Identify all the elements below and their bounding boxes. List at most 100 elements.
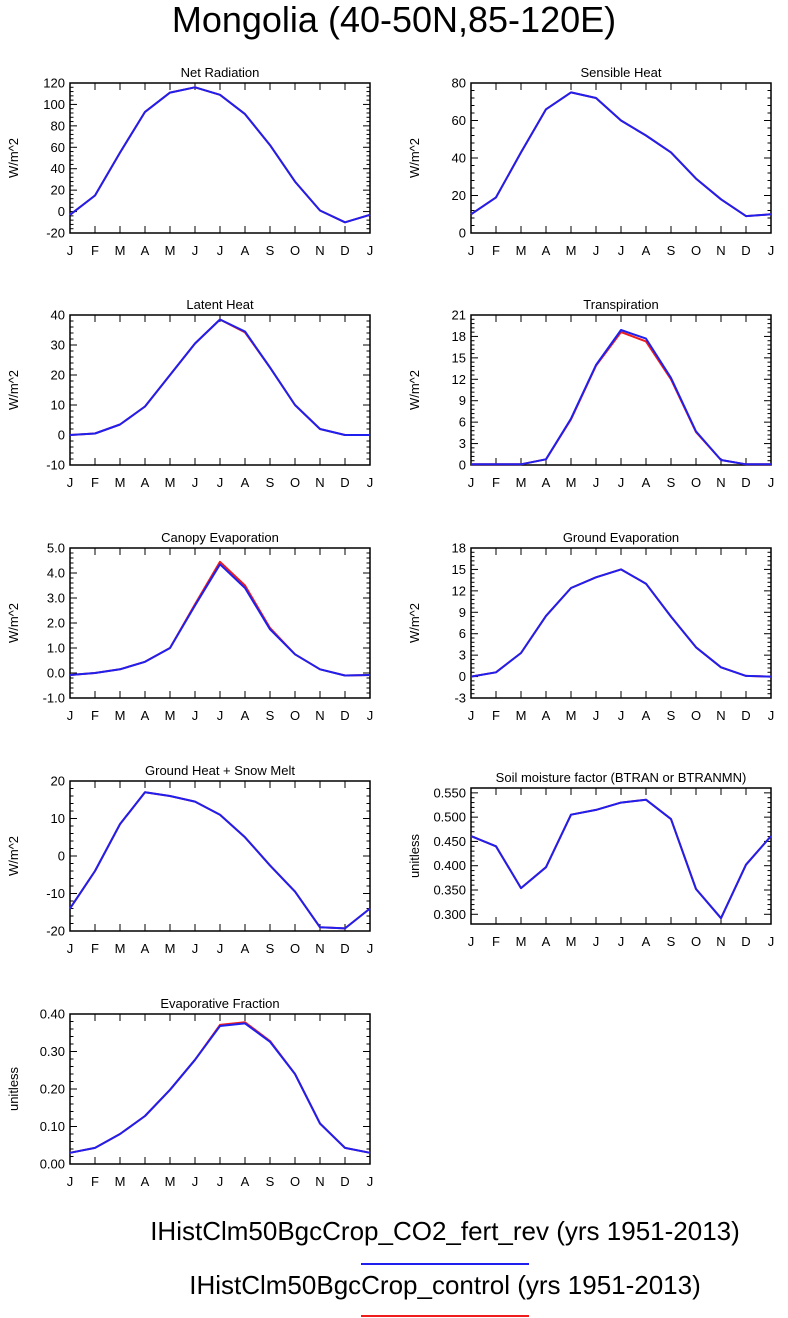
x-tick-label: J [217, 475, 224, 490]
y-tick-label: -20 [46, 226, 65, 241]
x-tick-label: M [516, 934, 527, 949]
y-axis-label: W/m^2 [407, 603, 422, 643]
x-tick-label: D [340, 243, 349, 258]
x-tick-label: A [241, 243, 250, 258]
x-tick-label: M [115, 475, 126, 490]
series-line-control [69, 1021, 371, 1154]
y-tick-label: 0.500 [433, 810, 466, 825]
x-tick-label: M [165, 1174, 176, 1189]
panel-title: Transpiration [583, 297, 658, 312]
x-tick-label: J [618, 708, 625, 723]
x-tick-label: J [192, 708, 199, 723]
x-tick-label: J [593, 934, 600, 949]
x-tick-label: O [691, 708, 701, 723]
panel-frame [470, 787, 772, 925]
y-tick-label: 21 [452, 308, 466, 323]
x-tick-label: O [290, 475, 300, 490]
series-line-co2-fert-rev [69, 791, 371, 930]
x-tick-label: J [468, 475, 475, 490]
y-tick-label: 40 [51, 308, 65, 323]
series-line-control [69, 86, 371, 224]
panel-title: Ground Evaporation [563, 530, 679, 545]
y-tick-label: 9 [459, 605, 466, 620]
x-tick-label: J [618, 934, 625, 949]
series-line-control [470, 91, 772, 218]
x-tick-label: S [667, 934, 676, 949]
y-tick-label: 6 [459, 626, 466, 641]
y-tick-label: -1.0 [43, 691, 65, 706]
x-tick-label: D [340, 1174, 349, 1189]
y-tick-label: 20 [51, 368, 65, 383]
legend-swatch-control [361, 1315, 529, 1317]
x-tick-label: O [290, 1174, 300, 1189]
y-tick-label: 0.550 [433, 785, 466, 800]
y-tick-label: 60 [51, 140, 65, 155]
y-tick-label: 9 [459, 393, 466, 408]
x-tick-label: J [367, 1174, 374, 1189]
series-line-control [69, 318, 370, 436]
x-tick-label: A [141, 243, 150, 258]
x-tick-label: S [667, 708, 676, 723]
x-tick-label: D [340, 941, 349, 956]
x-tick-label: M [165, 243, 176, 258]
page-title: Mongolia (40-50N,85-120E) [171, 0, 617, 40]
y-tick-label: 5.0 [47, 541, 65, 556]
y-tick-label: 15 [452, 562, 466, 577]
x-tick-label: A [542, 243, 551, 258]
y-tick-label: 0 [58, 204, 65, 219]
y-tick-label: 0 [58, 849, 65, 864]
x-tick-label: J [593, 475, 600, 490]
series-line-co2-fert-rev [470, 568, 772, 678]
x-tick-label: A [241, 1174, 250, 1189]
y-tick-label: 20 [51, 774, 65, 789]
y-tick-label: -3 [454, 691, 466, 706]
x-tick-label: D [741, 243, 750, 258]
series-line-control [471, 331, 771, 466]
y-tick-label: 0.30 [40, 1044, 65, 1059]
x-tick-label: D [741, 708, 750, 723]
y-tick-label: 1.0 [47, 641, 65, 656]
x-tick-label: S [266, 708, 275, 723]
y-tick-label: 2.0 [47, 616, 65, 631]
y-tick-label: 0 [58, 428, 65, 443]
y-tick-label: 20 [51, 183, 65, 198]
y-tick-label: 3 [459, 436, 466, 451]
series-line-co2-fert-rev [470, 798, 772, 920]
x-tick-label: A [141, 475, 150, 490]
x-tick-label: F [91, 708, 99, 723]
y-tick-label: 40 [51, 161, 65, 176]
y-axis-label: unitless [407, 833, 422, 878]
x-tick-label: A [642, 934, 651, 949]
x-tick-label: J [67, 1174, 74, 1189]
y-tick-label: 0 [459, 458, 466, 473]
x-tick-label: O [691, 243, 701, 258]
x-tick-label: O [290, 243, 300, 258]
panel-9: Evaporative Fraction unitless 0.00 0.10 0.20… [6, 996, 373, 1189]
x-tick-label: J [593, 243, 600, 258]
x-tick-label: A [141, 941, 150, 956]
panel-title: Sensible Heat [581, 65, 662, 80]
x-tick-label: M [566, 243, 577, 258]
y-axis-label: W/m^2 [6, 603, 21, 643]
panel-7: Ground Heat + Snow Melt W/m^2 -20 -10 0 10 20 J… [6, 763, 373, 956]
x-tick-label: J [192, 1174, 199, 1189]
x-tick-label: F [492, 243, 500, 258]
y-tick-label: 100 [43, 97, 65, 112]
x-tick-label: N [716, 934, 725, 949]
x-tick-label: M [165, 475, 176, 490]
x-tick-label: S [667, 475, 676, 490]
series-line-control [470, 798, 772, 920]
x-tick-label: J [768, 243, 775, 258]
x-tick-label: S [266, 1174, 275, 1189]
x-tick-label: F [492, 708, 500, 723]
series-line-control [69, 560, 371, 677]
x-tick-label: A [241, 475, 250, 490]
x-tick-label: S [667, 243, 676, 258]
x-tick-label: A [642, 708, 651, 723]
x-tick-label: N [315, 1174, 324, 1189]
x-tick-label: A [241, 941, 250, 956]
x-tick-label: F [492, 475, 500, 490]
x-tick-label: M [516, 708, 527, 723]
y-tick-label: 60 [452, 113, 466, 128]
